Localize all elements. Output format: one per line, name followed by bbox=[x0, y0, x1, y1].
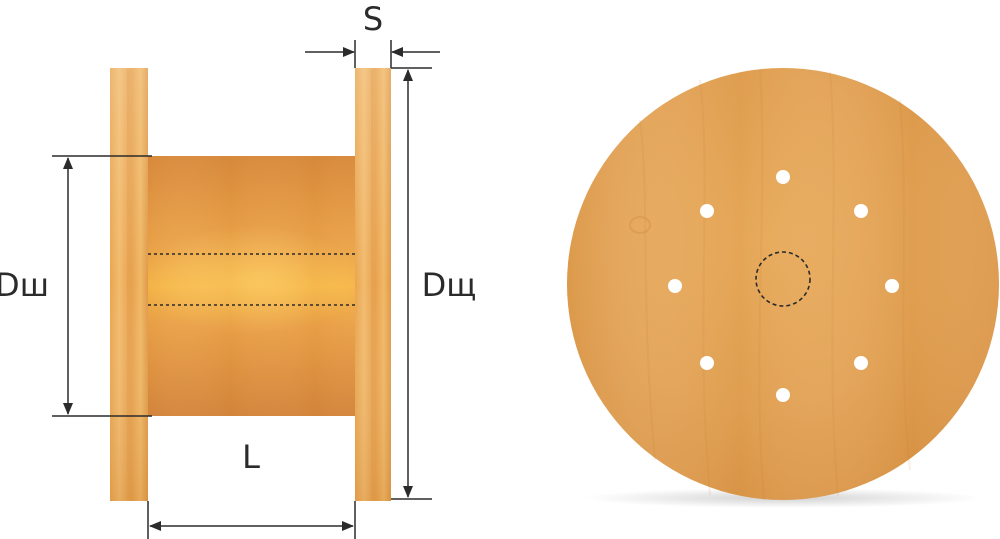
label-s: S bbox=[363, 0, 383, 38]
left-flange bbox=[110, 68, 148, 501]
wood-knot bbox=[629, 216, 651, 234]
bolt-hole bbox=[776, 388, 790, 402]
dimension-drum-diameter: Dш bbox=[0, 155, 152, 417]
bolt-hole bbox=[885, 279, 899, 293]
right-flange bbox=[355, 68, 391, 501]
bolt-hole bbox=[854, 204, 868, 218]
dimension-s: S bbox=[305, 0, 440, 68]
bolt-hole bbox=[700, 356, 714, 370]
label-length: L bbox=[242, 438, 260, 476]
bolt-holes bbox=[668, 170, 899, 402]
center-hole-outline bbox=[755, 251, 811, 307]
dimension-length: L bbox=[147, 438, 356, 539]
label-flange-diameter: Dщ bbox=[422, 266, 477, 304]
bolt-hole bbox=[700, 204, 714, 218]
wood-grain bbox=[639, 69, 911, 501]
bolt-hole bbox=[854, 356, 868, 370]
dimension-flange-diameter: Dщ bbox=[391, 67, 477, 500]
label-drum-diameter: Dш bbox=[0, 266, 49, 304]
drum-core bbox=[141, 156, 361, 416]
drum-side-view bbox=[110, 68, 391, 501]
flange-front-view bbox=[567, 68, 999, 508]
bolt-hole bbox=[776, 170, 790, 184]
bolt-hole bbox=[668, 279, 682, 293]
